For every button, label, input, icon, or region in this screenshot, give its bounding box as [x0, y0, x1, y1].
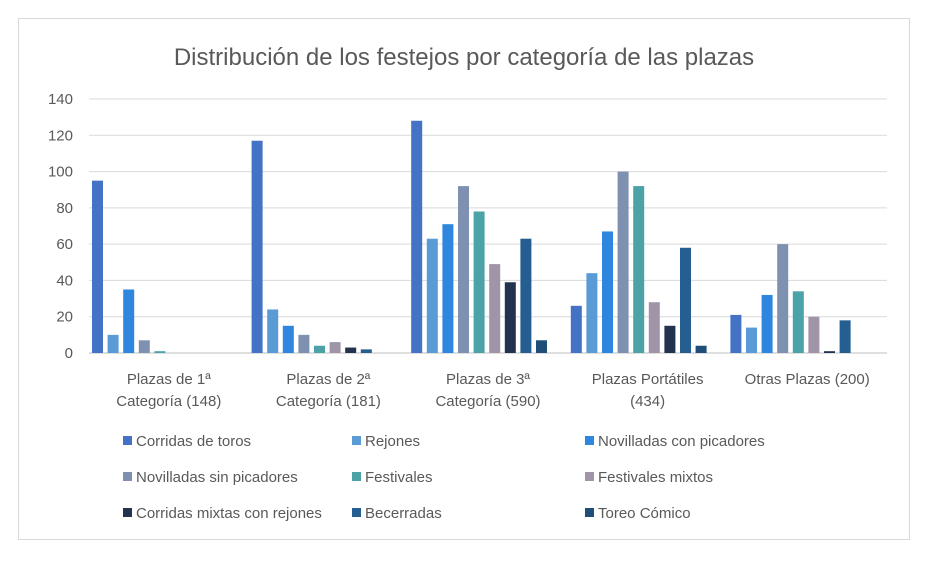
bar	[824, 351, 835, 353]
bar	[298, 334, 310, 353]
bar	[648, 302, 660, 353]
bar	[92, 180, 103, 353]
chart-frame: Distribución de los festejos por categor…	[18, 18, 910, 540]
bar	[730, 314, 742, 353]
bar	[314, 345, 325, 353]
x-tick-label: Plazas de 2ª	[286, 371, 370, 388]
bar	[458, 186, 469, 353]
bar	[520, 238, 532, 353]
y-axis-ticks: 0 20 40 60 80 100 120 140	[48, 91, 73, 362]
legend-label: Becerradas	[365, 505, 442, 522]
legend-label: Novilladas sin picadores	[136, 469, 298, 486]
legend-label: Toreo Cómico	[598, 505, 691, 522]
bar	[282, 325, 294, 353]
x-tick-label: Plazas de 1ª	[127, 371, 211, 388]
legend-swatch	[585, 436, 594, 445]
legend-swatch	[123, 472, 132, 481]
bar	[123, 289, 135, 353]
bar	[360, 349, 372, 353]
x-tick-label: Plazas Portátiles	[592, 371, 704, 388]
legend-label: Corridas mixtas con rejones	[136, 505, 322, 522]
legend-swatch	[585, 508, 594, 517]
x-tick-label: Categoría (181)	[276, 393, 381, 410]
bar	[251, 140, 263, 353]
bar	[489, 264, 501, 353]
bar	[442, 224, 454, 353]
legend-swatch	[352, 436, 361, 445]
bar	[570, 305, 582, 353]
legend-label: Festivales mixtos	[598, 469, 713, 486]
legend: Corridas de toros Rejones Novilladas con p…	[123, 433, 765, 522]
x-tick-label: Categoría (148)	[116, 393, 221, 410]
bar	[777, 244, 789, 353]
legend-label: Rejones	[365, 433, 420, 450]
legend-swatch	[352, 508, 361, 517]
x-axis-labels: Plazas de 1ª Categoría (148) Plazas de 2ª C…	[116, 371, 869, 410]
y-tick-label: 60	[56, 236, 73, 253]
bar	[473, 211, 485, 353]
bar	[633, 186, 645, 353]
legend-label: Novilladas con picadores	[598, 433, 765, 450]
x-tick-label: Categoría (590)	[435, 393, 540, 410]
legend-label: Corridas de toros	[136, 433, 251, 450]
bar	[107, 334, 119, 353]
bar	[504, 282, 516, 353]
x-tick-label: (434)	[630, 393, 665, 410]
bar	[746, 327, 757, 353]
gridlines	[89, 98, 887, 354]
legend-label: Festivales	[365, 469, 433, 486]
bar	[664, 325, 676, 353]
bar-chart: Distribución de los festejos por categor…	[48, 44, 887, 522]
y-tick-label: 140	[48, 91, 73, 108]
bar	[154, 351, 166, 353]
bar	[426, 238, 438, 353]
bar	[695, 345, 707, 353]
bar	[808, 316, 820, 353]
bar	[792, 291, 804, 353]
bar	[138, 340, 150, 353]
y-tick-label: 120	[48, 127, 73, 144]
bar	[329, 342, 341, 353]
y-tick-label: 40	[56, 272, 73, 289]
bar	[536, 340, 547, 353]
bar	[680, 247, 691, 353]
bar	[602, 231, 613, 353]
y-tick-label: 20	[56, 309, 73, 326]
bars	[92, 120, 851, 354]
bar	[586, 273, 598, 353]
bar	[411, 120, 423, 354]
bar	[267, 309, 279, 353]
x-tick-label: Plazas de 3ª	[446, 371, 530, 388]
legend-swatch	[123, 508, 132, 517]
legend-swatch	[352, 472, 361, 481]
y-tick-label: 80	[56, 200, 73, 217]
legend-swatch	[585, 472, 594, 481]
bar	[617, 171, 629, 353]
legend-swatch	[123, 436, 132, 445]
x-tick-label: Otras Plazas (200)	[745, 371, 870, 388]
chart-title: Distribución de los festejos por categor…	[174, 44, 754, 71]
y-tick-label: 100	[48, 164, 73, 181]
bar	[345, 347, 357, 353]
bar	[839, 320, 851, 353]
bar	[761, 294, 773, 353]
y-tick-label: 0	[65, 345, 73, 362]
